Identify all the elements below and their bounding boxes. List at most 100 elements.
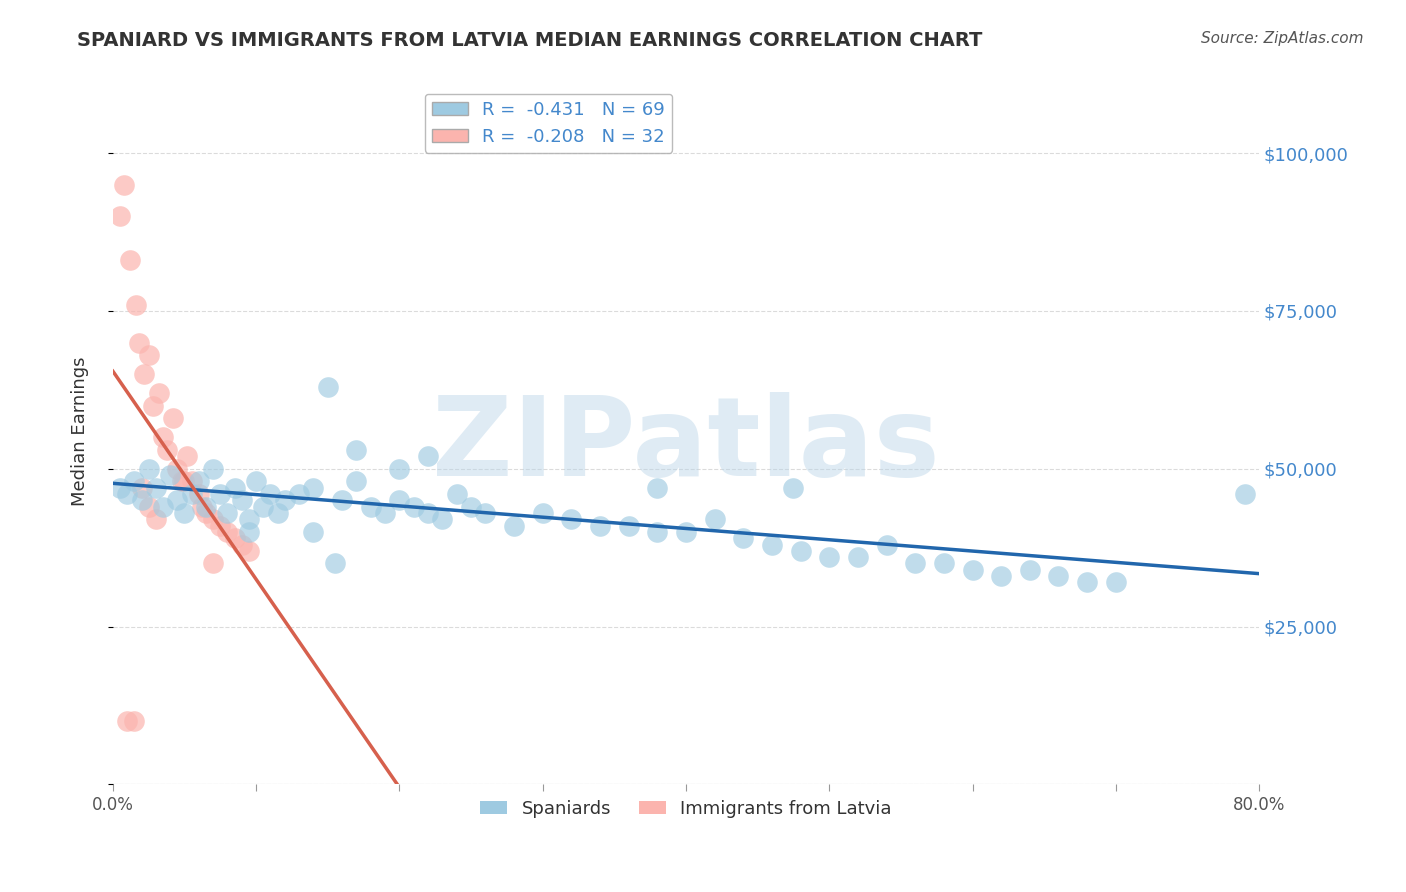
Point	[187, 475, 209, 489]
Point	[259, 487, 281, 501]
Point	[180, 475, 202, 489]
Point	[138, 462, 160, 476]
Point	[180, 487, 202, 501]
Point	[108, 481, 131, 495]
Point	[152, 430, 174, 444]
Point	[166, 493, 188, 508]
Point	[112, 178, 135, 192]
Point	[416, 449, 439, 463]
Point	[560, 512, 582, 526]
Point	[647, 524, 669, 539]
Point	[733, 531, 755, 545]
Point	[195, 500, 218, 514]
Point	[1076, 575, 1098, 590]
Point	[932, 557, 955, 571]
Point	[125, 298, 148, 312]
Point	[224, 481, 246, 495]
Point	[148, 386, 170, 401]
Point	[782, 481, 804, 495]
Point	[238, 512, 260, 526]
Point	[346, 442, 368, 457]
Point	[176, 449, 198, 463]
Point	[162, 411, 184, 425]
Point	[360, 500, 382, 514]
Point	[374, 506, 396, 520]
Point	[238, 544, 260, 558]
Point	[402, 500, 425, 514]
Point	[266, 506, 288, 520]
Point	[245, 475, 267, 489]
Point	[115, 487, 138, 501]
Point	[316, 380, 339, 394]
Point	[159, 468, 181, 483]
Point	[818, 550, 841, 565]
Point	[108, 210, 131, 224]
Point	[209, 487, 232, 501]
Point	[761, 537, 783, 551]
Point	[330, 493, 353, 508]
Point	[231, 493, 253, 508]
Point	[142, 399, 165, 413]
Point	[124, 475, 146, 489]
Point	[474, 506, 496, 520]
Text: Source: ZipAtlas.com: Source: ZipAtlas.com	[1201, 31, 1364, 46]
Point	[190, 500, 212, 514]
Point	[131, 481, 153, 495]
Point	[202, 557, 225, 571]
Point	[134, 367, 156, 381]
Point	[224, 531, 246, 545]
Point	[156, 442, 179, 457]
Point	[446, 487, 468, 501]
Point	[876, 537, 898, 551]
Point	[617, 518, 640, 533]
Point	[170, 475, 193, 489]
Point	[703, 512, 725, 526]
Point	[195, 506, 218, 520]
Point	[416, 506, 439, 520]
Point	[432, 512, 454, 526]
Legend: Spaniards, Immigrants from Latvia: Spaniards, Immigrants from Latvia	[474, 792, 898, 825]
Point	[202, 462, 225, 476]
Point	[217, 506, 239, 520]
Y-axis label: Median Earnings: Median Earnings	[72, 356, 89, 506]
Point	[346, 475, 368, 489]
Point	[124, 714, 146, 729]
Point	[217, 524, 239, 539]
Point	[118, 253, 141, 268]
Point	[138, 348, 160, 362]
Point	[647, 481, 669, 495]
Point	[115, 714, 138, 729]
Point	[173, 506, 195, 520]
Point	[209, 518, 232, 533]
Point	[145, 481, 167, 495]
Point	[1233, 487, 1256, 501]
Text: SPANIARD VS IMMIGRANTS FROM LATVIA MEDIAN EARNINGS CORRELATION CHART: SPANIARD VS IMMIGRANTS FROM LATVIA MEDIA…	[77, 31, 983, 50]
Point	[252, 500, 274, 514]
Point	[238, 524, 260, 539]
Point	[962, 563, 984, 577]
Point	[531, 506, 554, 520]
Point	[128, 335, 150, 350]
Text: ZIPatlas: ZIPatlas	[432, 392, 939, 499]
Point	[131, 493, 153, 508]
Point	[145, 512, 167, 526]
Point	[846, 550, 869, 565]
Point	[904, 557, 927, 571]
Point	[675, 524, 697, 539]
Point	[1105, 575, 1128, 590]
Point	[388, 493, 411, 508]
Point	[323, 557, 346, 571]
Point	[138, 500, 160, 514]
Point	[990, 569, 1012, 583]
Point	[1018, 563, 1040, 577]
Point	[166, 462, 188, 476]
Point	[302, 524, 325, 539]
Point	[152, 500, 174, 514]
Point	[789, 544, 811, 558]
Point	[274, 493, 297, 508]
Point	[302, 481, 325, 495]
Point	[589, 518, 612, 533]
Point	[187, 487, 209, 501]
Point	[173, 475, 195, 489]
Point	[202, 512, 225, 526]
